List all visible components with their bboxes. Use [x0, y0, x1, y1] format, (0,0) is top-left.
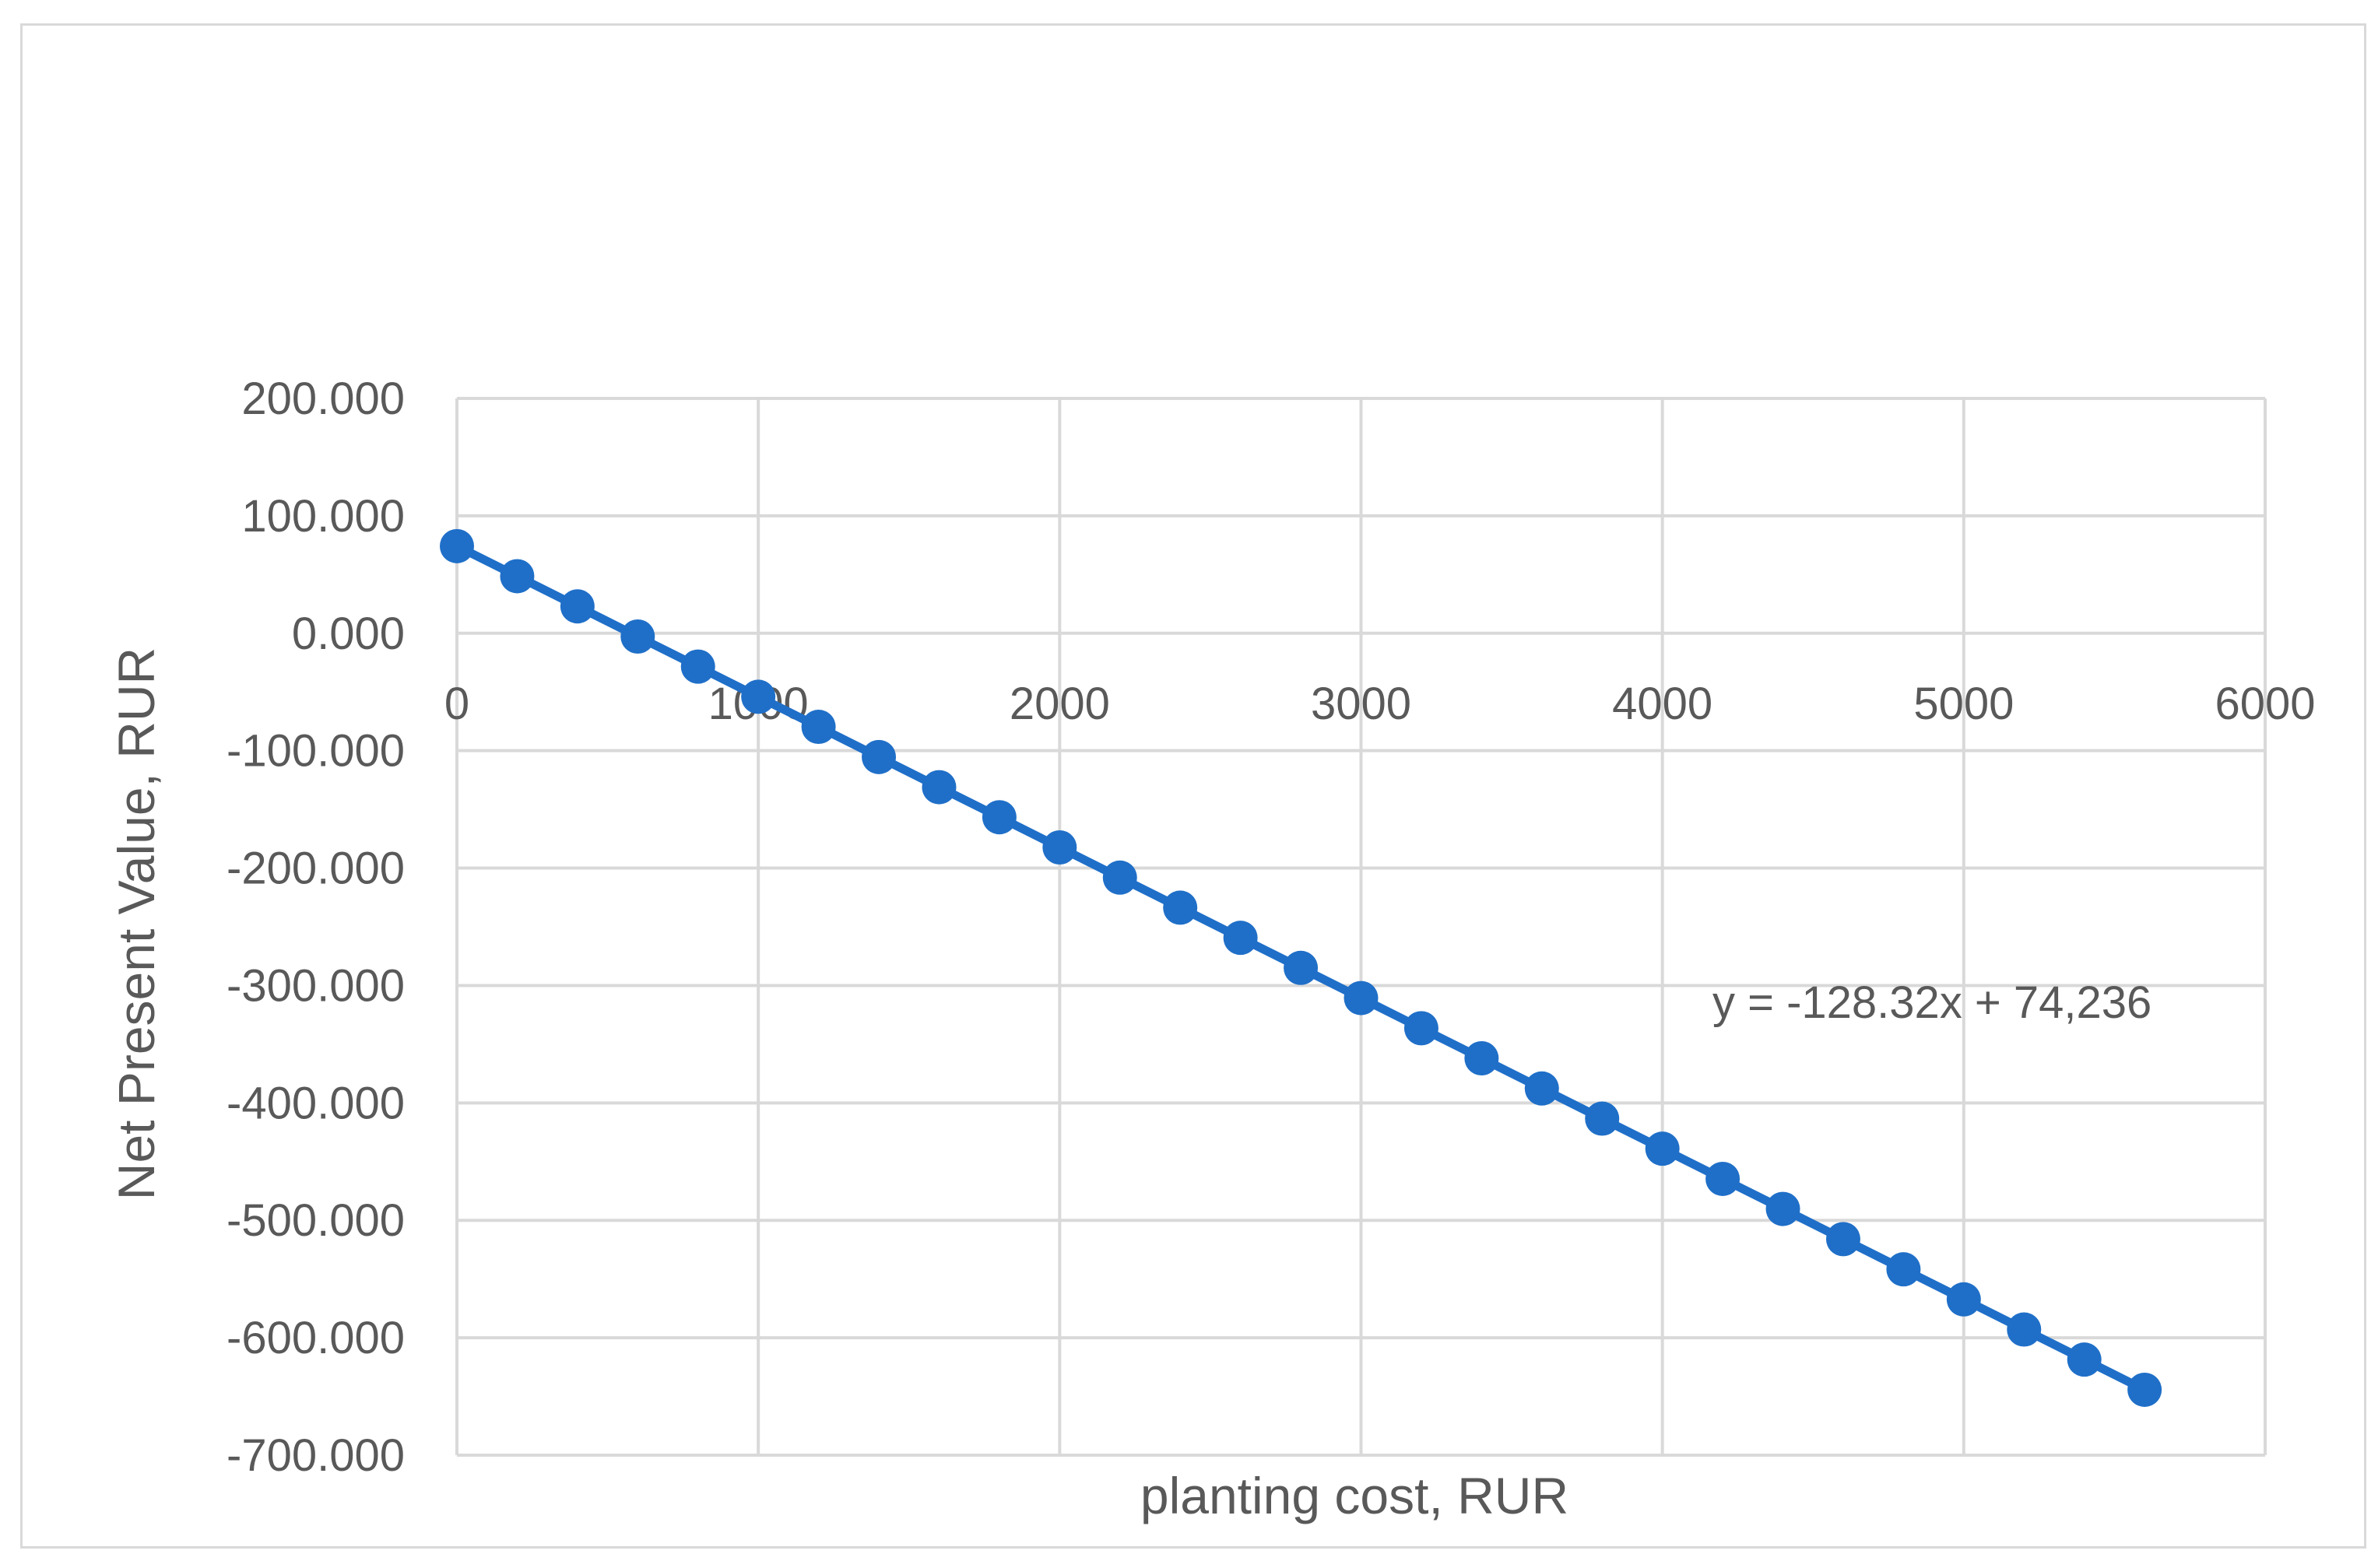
series — [440, 528, 2162, 1407]
data-point — [862, 739, 897, 774]
data-point — [1946, 1282, 1981, 1317]
data-point — [620, 619, 655, 654]
data-point — [440, 528, 474, 563]
data-point — [1825, 1222, 1860, 1257]
data-point — [1163, 890, 1198, 925]
data-point — [2067, 1342, 2102, 1377]
data-point — [1524, 1071, 1559, 1106]
x-tick-label: 4000 — [1612, 679, 1712, 729]
data-point — [500, 559, 535, 594]
y-tick-label: 0.000 — [292, 609, 405, 659]
y-axis-title: Net Present Value, RUR — [107, 647, 165, 1200]
y-tick-label: -300.000 — [227, 960, 405, 1011]
trendline-equation: y = -128.32x + 74,236 — [1712, 977, 2151, 1028]
x-tick-label: 3000 — [1311, 679, 1411, 729]
x-axis-ticks: 0100020003000400050006000 — [444, 679, 2316, 729]
y-tick-label: -600.000 — [227, 1313, 405, 1363]
data-point — [1284, 950, 1319, 985]
y-tick-label: -700.000 — [227, 1430, 405, 1481]
data-point — [2007, 1312, 2042, 1347]
data-point — [1705, 1161, 1740, 1196]
y-tick-label: -400.000 — [227, 1078, 405, 1128]
y-tick-label: -500.000 — [227, 1195, 405, 1246]
x-tick-label: 6000 — [2215, 679, 2315, 729]
data-point — [1585, 1101, 1620, 1136]
data-point — [982, 800, 1017, 835]
x-tick-label: 5000 — [1913, 679, 2014, 729]
y-tick-label: -100.000 — [227, 726, 405, 777]
y-tick-label: -200.000 — [227, 844, 405, 894]
data-point — [560, 589, 595, 624]
x-tick-label: 2000 — [1010, 679, 1110, 729]
data-point — [1645, 1131, 1680, 1166]
data-point — [1102, 860, 1137, 895]
data-point — [1464, 1040, 1499, 1075]
x-axis-title: planting cost, RUR — [1140, 1467, 1568, 1524]
data-point — [1223, 921, 1258, 956]
data-point — [680, 649, 715, 684]
data-point — [2127, 1372, 2162, 1407]
y-tick-label: 200.000 — [241, 374, 405, 424]
data-point — [922, 770, 957, 805]
data-point — [1886, 1252, 1921, 1287]
x-tick-label: 0 — [444, 679, 469, 729]
data-point — [801, 710, 836, 745]
grid — [455, 397, 2267, 1457]
data-point — [1344, 980, 1379, 1016]
data-point — [1042, 830, 1077, 865]
data-point — [1765, 1191, 1800, 1226]
y-tick-label: 100.000 — [241, 491, 405, 542]
data-point — [1403, 1011, 1438, 1046]
data-point — [741, 679, 776, 714]
y-axis-ticks: 200.000 100.000 0.000 -100.000 -200.000 -300.… — [227, 374, 405, 1481]
